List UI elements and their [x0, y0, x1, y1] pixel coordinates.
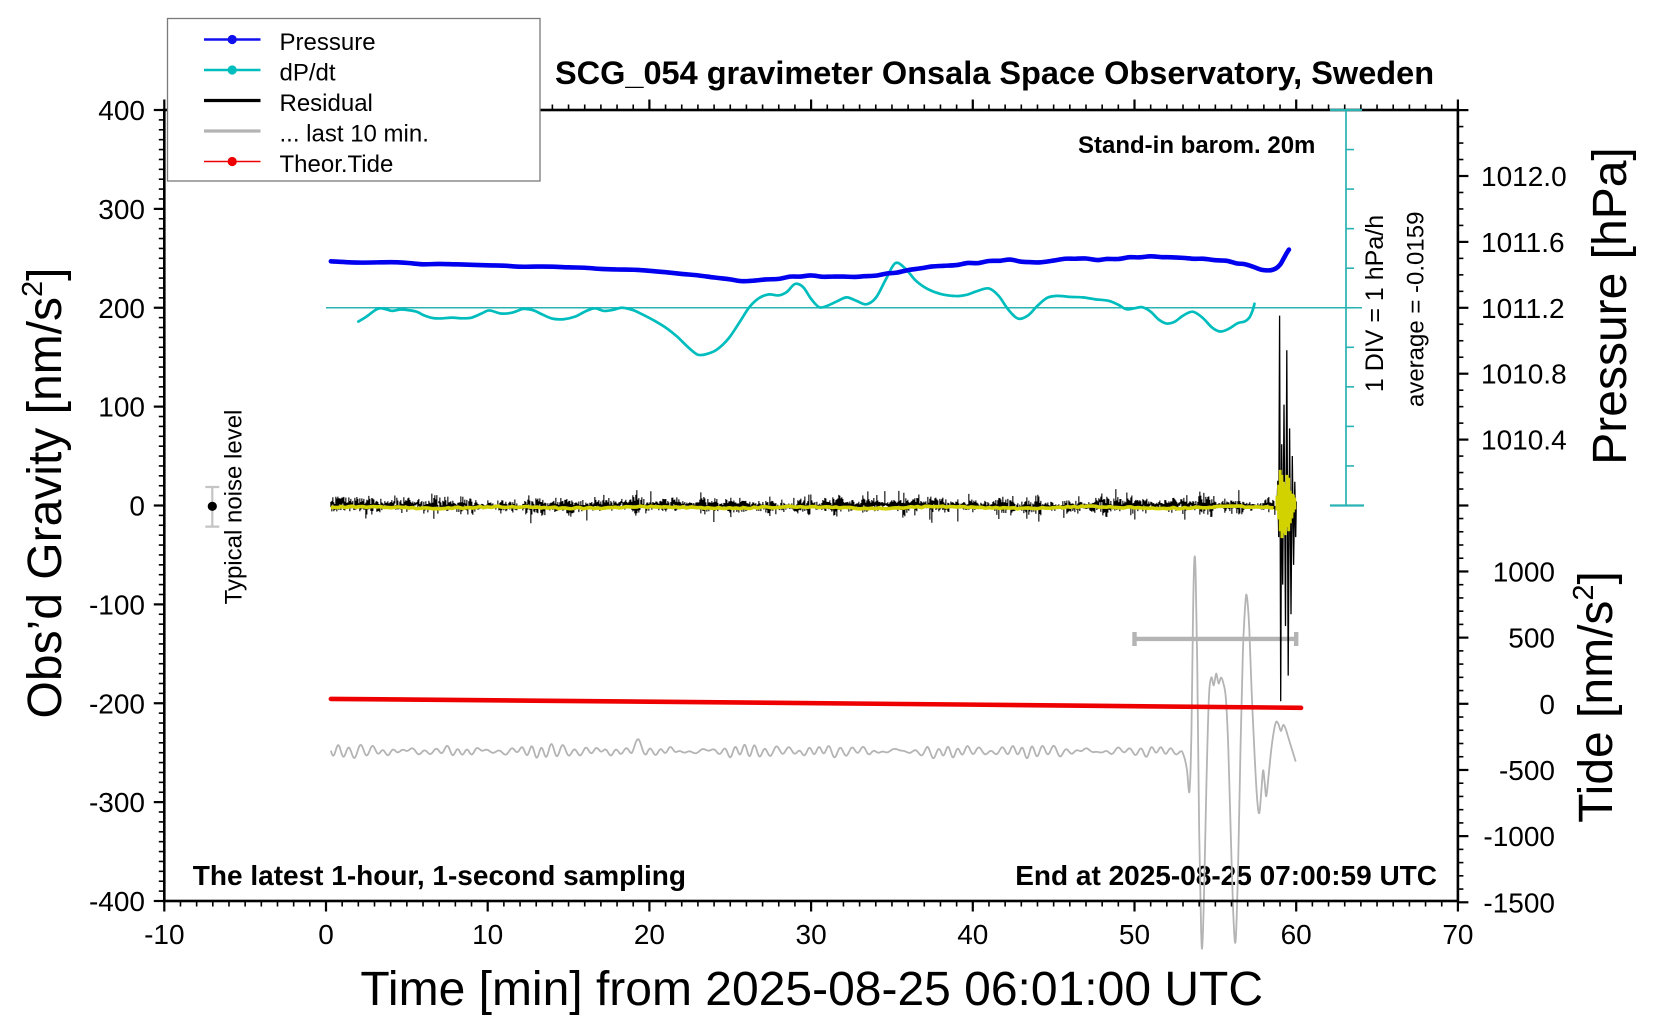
svg-text:-500: -500	[1499, 755, 1555, 786]
svg-text:-10: -10	[144, 919, 184, 950]
svg-text:-1500: -1500	[1483, 887, 1555, 918]
svg-text:1 DIV = 1 hPa/h: 1 DIV = 1 hPa/h	[1361, 215, 1389, 392]
svg-text:300: 300	[98, 194, 145, 225]
svg-text:40: 40	[957, 919, 988, 950]
svg-text:Stand-in barom. 20m: Stand-in barom. 20m	[1078, 132, 1315, 159]
svg-text:10: 10	[472, 919, 503, 950]
svg-text:0: 0	[129, 491, 145, 522]
svg-text:SCG_054 gravimeter Onsala Spac: SCG_054 gravimeter Onsala Space Observat…	[555, 55, 1434, 91]
svg-text:1011.2: 1011.2	[1481, 293, 1565, 324]
svg-text:... last 10 min.: ... last 10 min.	[280, 121, 429, 148]
svg-text:Time [min] from 2025-08-25 06:: Time [min] from 2025-08-25 06:01:00 UTC	[360, 963, 1263, 1016]
svg-text:500: 500	[1508, 623, 1555, 654]
svg-text:-100: -100	[89, 589, 145, 620]
svg-text:0: 0	[1539, 689, 1555, 720]
svg-text:30: 30	[796, 919, 827, 950]
svg-text:Theor.Tide: Theor.Tide	[280, 151, 394, 178]
svg-text:-300: -300	[89, 787, 145, 818]
svg-text:Obs’d Gravity [nm/s2]: Obs’d Gravity [nm/s2]	[17, 268, 72, 719]
svg-text:0: 0	[318, 919, 334, 950]
svg-text:1011.6: 1011.6	[1481, 227, 1565, 258]
svg-text:Pressure: Pressure	[280, 29, 376, 56]
svg-text:1000: 1000	[1493, 556, 1555, 587]
svg-text:20: 20	[634, 919, 665, 950]
svg-text:dP/dt: dP/dt	[280, 60, 336, 87]
svg-text:50: 50	[1119, 919, 1150, 950]
svg-text:400: 400	[98, 95, 145, 126]
svg-text:Pressure [hPa]: Pressure [hPa]	[1584, 147, 1637, 464]
svg-text:Typical noise level: Typical noise level	[221, 410, 248, 605]
svg-text:Residual: Residual	[280, 90, 373, 117]
svg-text:Tide [nm/s2]: Tide [nm/s2]	[1568, 571, 1623, 823]
svg-text:The latest 1-hour, 1-second sa: The latest 1-hour, 1-second sampling	[193, 860, 686, 891]
svg-text:100: 100	[98, 392, 145, 423]
svg-text:average = -0.0159: average = -0.0159	[1403, 212, 1430, 407]
svg-text:-1000: -1000	[1483, 821, 1555, 852]
svg-text:200: 200	[98, 293, 145, 324]
svg-text:1012.0: 1012.0	[1481, 161, 1567, 192]
svg-text:-400: -400	[89, 886, 145, 917]
svg-text:1010.8: 1010.8	[1481, 359, 1567, 390]
svg-text:-200: -200	[89, 688, 145, 719]
svg-text:60: 60	[1281, 919, 1312, 950]
svg-text:End at 2025-08-25 07:00:59 UTC: End at 2025-08-25 07:00:59 UTC	[1015, 860, 1437, 891]
svg-text:1010.4: 1010.4	[1481, 425, 1567, 456]
svg-text:70: 70	[1442, 919, 1473, 950]
